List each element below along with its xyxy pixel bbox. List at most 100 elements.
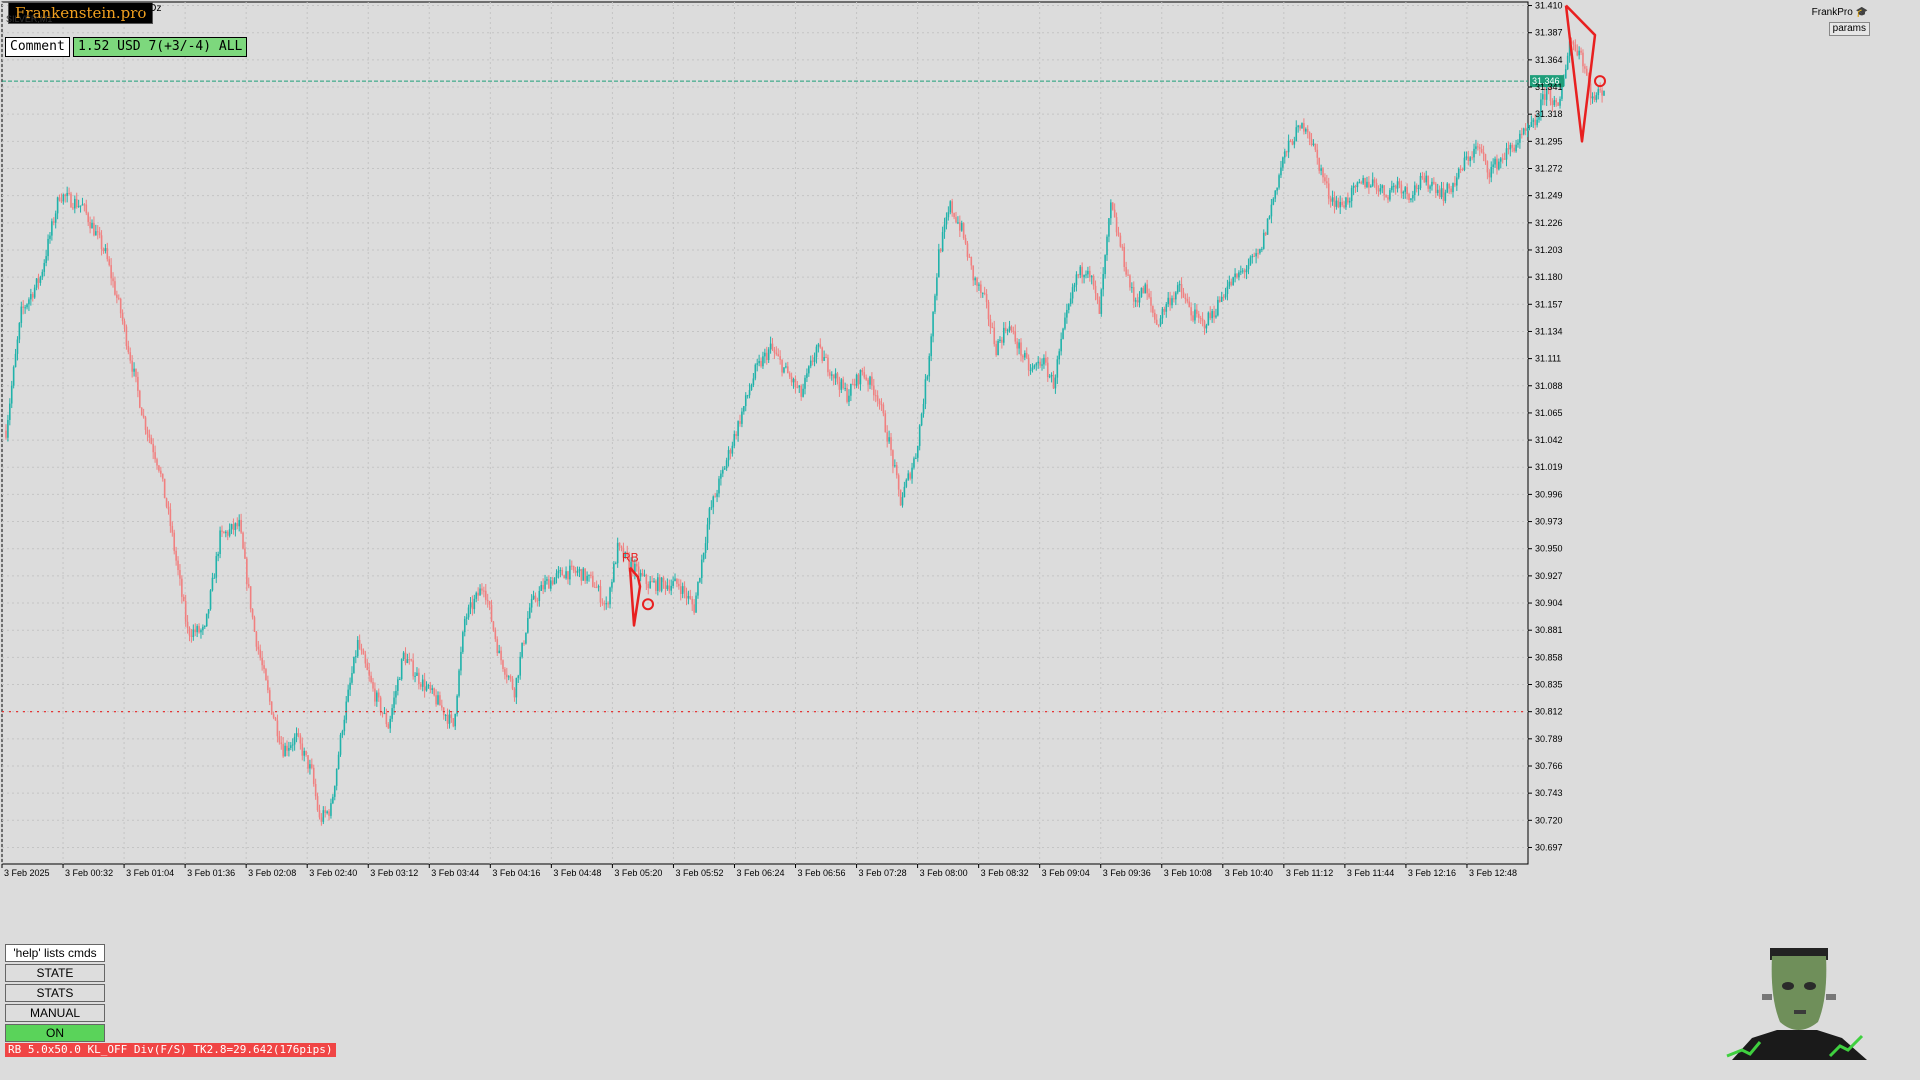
candle-body (1402, 191, 1405, 194)
candle-body (527, 617, 529, 633)
brand-logo[interactable]: Frankenstein.pro (8, 2, 154, 24)
candle-body (1201, 318, 1204, 322)
candle-body (314, 783, 317, 797)
candle-body (110, 265, 112, 279)
candle-body (926, 376, 929, 380)
x-tick-label: 3 Feb 11:44 (1347, 868, 1394, 878)
params-button[interactable]: params (1828, 22, 1870, 36)
candle-body (614, 563, 617, 565)
candle-body (647, 583, 650, 589)
candle-body (259, 649, 262, 658)
candle-body (270, 701, 273, 715)
candle-body (603, 603, 606, 605)
candle-body (842, 379, 845, 389)
candle-body (546, 579, 548, 581)
candle-body (867, 379, 869, 385)
y-tick-label: 31.019 (1535, 462, 1563, 472)
help-command-hint[interactable]: 'help' lists cmds (5, 944, 105, 962)
candle-body (584, 568, 586, 581)
x-tick-label: 3 Feb 07:28 (859, 868, 907, 878)
comment-label: Comment (5, 37, 70, 57)
candle-body (1572, 42, 1575, 45)
time-axis[interactable]: 3 Feb 2025 3 Feb 00:32 3 Feb 01:04 3 Feb 01… (1, 864, 1517, 878)
candle-body (1247, 265, 1250, 270)
candle-body (374, 688, 376, 702)
candle-body (821, 347, 824, 361)
candle-body (165, 498, 168, 507)
candle-body (400, 659, 403, 680)
candle-body (1423, 177, 1426, 183)
candle-body (536, 600, 539, 602)
candle-body (909, 473, 911, 479)
candle-body (781, 359, 783, 373)
candle-body (205, 613, 208, 627)
candle-body (307, 755, 309, 769)
candle-body (1092, 276, 1095, 286)
manual-button[interactable]: MANUAL (5, 1004, 105, 1022)
candle-body (1450, 188, 1452, 193)
candle-body (1213, 311, 1215, 318)
candle-body (1257, 253, 1259, 255)
candle-body (1364, 177, 1366, 188)
candle-body (102, 249, 105, 252)
candle-body (95, 231, 97, 236)
candle-body (219, 530, 221, 554)
candle-body (179, 569, 181, 579)
candle-body (1048, 376, 1051, 378)
candle-body (385, 713, 388, 725)
x-tick-label: 3 Feb 08:00 (920, 868, 968, 878)
candle-body (557, 570, 560, 574)
candle-body (743, 406, 745, 412)
candle-body (116, 294, 118, 298)
candle-body (117, 297, 120, 299)
candle-body (1255, 253, 1257, 257)
candle-body (244, 548, 246, 559)
candle-body (1039, 361, 1041, 366)
candle-body (1494, 158, 1496, 165)
candle-body (1029, 370, 1032, 372)
candle-body (936, 277, 938, 296)
candle-body (601, 602, 604, 604)
candle-body (523, 642, 525, 644)
candle-body (469, 602, 472, 608)
candle-body (106, 248, 109, 260)
candle-body (786, 366, 789, 374)
on-toggle-button[interactable]: ON (5, 1024, 105, 1042)
candle-body (907, 473, 910, 480)
candle-body (96, 231, 99, 233)
candle-body (146, 429, 149, 435)
candle-body (576, 571, 579, 573)
candle-body (660, 577, 663, 591)
state-button[interactable]: STATE (5, 964, 105, 982)
candle-body (513, 688, 516, 698)
candle-body (767, 349, 770, 361)
candle-body (93, 222, 95, 236)
candle-body (1530, 121, 1533, 127)
candle-body (739, 421, 741, 424)
candle-body (699, 578, 701, 582)
candle-body (689, 595, 692, 600)
candle-body (1421, 175, 1424, 178)
price-axis[interactable]: 31.410 31.387 31.364 31.341 31.318 31.295 31.2… (1528, 1, 1563, 853)
candle-body (1008, 326, 1011, 331)
candle-body (964, 238, 967, 244)
candle-body (49, 235, 51, 239)
candle-body (756, 363, 759, 365)
candle-body (752, 378, 755, 386)
candle-body (716, 493, 718, 497)
candle-body (1496, 158, 1498, 170)
candle-body (932, 311, 934, 337)
candle-body (792, 378, 795, 383)
candle-body (1010, 326, 1013, 331)
candle-body (1295, 127, 1298, 142)
candle-body (383, 713, 386, 715)
candle-body (1412, 195, 1414, 199)
y-tick-label: 31.157 (1535, 299, 1563, 309)
candle-body (1549, 88, 1552, 101)
candle-body (418, 672, 420, 685)
current-price-label: 31.346 (1532, 76, 1560, 86)
candle-body (337, 754, 340, 769)
stats-button[interactable]: STATS (5, 984, 105, 1002)
